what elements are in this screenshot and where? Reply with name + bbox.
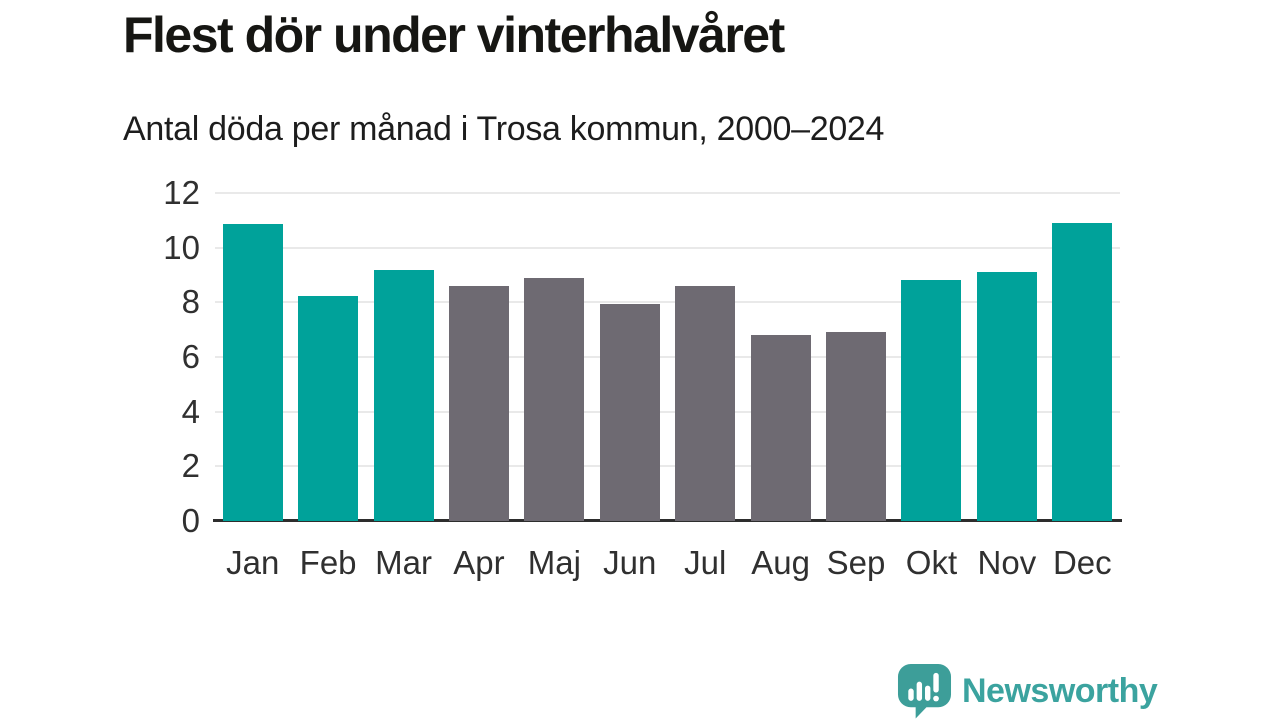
x-axis-label-jul: Jul (684, 544, 727, 581)
x-axis-label-nov: Nov (977, 544, 1037, 581)
y-axis-tick-label-4: 4 (181, 392, 200, 430)
bar-jan (222, 224, 283, 521)
x-axis-label-apr: Apr (453, 544, 505, 581)
x-axis-label-sep: Sep (826, 544, 886, 581)
x-axis-label-mar: Mar (375, 544, 432, 581)
gridline-2 (215, 465, 1120, 468)
x-axis-label-maj: Maj (527, 544, 581, 581)
bar-jun (599, 303, 660, 521)
newsworthy-speech-bubble-icon (897, 663, 952, 719)
bar-sep (826, 332, 887, 521)
y-axis-tick-label-0: 0 (181, 502, 200, 539)
bar-dec (1052, 223, 1113, 521)
x-axis-label-dec: Dec (1052, 544, 1112, 581)
x-axis-label-okt: Okt (905, 544, 958, 581)
x-axis-label-jun: Jun (603, 544, 657, 581)
gridline-6 (215, 356, 1120, 358)
bar-jul (675, 285, 736, 521)
y-axis-tick-label-8: 8 (181, 283, 200, 321)
bar-maj (524, 277, 585, 521)
bar-apr (448, 285, 509, 521)
gridline-4 (215, 410, 1120, 413)
x-axis-label-jan: Jan (226, 544, 280, 581)
x-axis-label-aug: Aug (751, 544, 810, 581)
newsworthy-brand-text: Newsworthy (962, 671, 1158, 710)
chart-subtitle: Antal döda per månad i Trosa kommun, 200… (123, 110, 885, 148)
bar-nov (976, 272, 1037, 521)
x-axis-line (213, 519, 1122, 522)
newsworthy-logo: Newsworthy (897, 663, 1158, 719)
bar-mar (373, 269, 434, 521)
x-axis-label-feb: Feb (299, 544, 357, 581)
bar-feb (298, 295, 359, 521)
gridline-8 (215, 301, 1120, 304)
y-axis-tick-label-6: 6 (181, 338, 200, 375)
gridline-10 (215, 246, 1120, 249)
y-axis-tick-label-10: 10 (163, 228, 200, 266)
y-axis-tick-label-12: 12 (163, 174, 200, 211)
bar-okt (901, 280, 962, 521)
bar-aug (750, 335, 811, 521)
gridline-12 (215, 192, 1120, 194)
y-axis-tick-label-2: 2 (181, 447, 200, 485)
page-title: Flest dör under vinterhalvåret (123, 7, 785, 63)
plot-area: 0 2 4 6 8 10 12 Jan Feb Mar Apr Maj Jun Jul Aug Sep Okt N… (163, 174, 1122, 581)
